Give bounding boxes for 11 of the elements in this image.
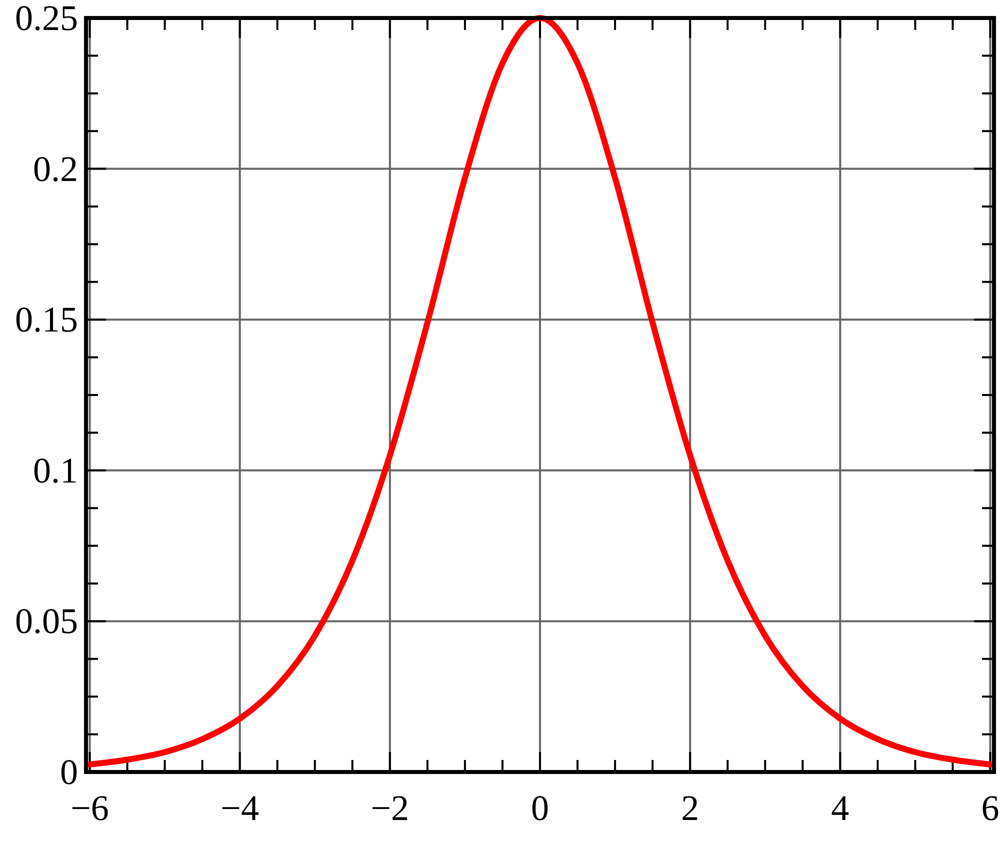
y-tick-label: 0.2	[33, 148, 78, 189]
y-tick-label: 0.15	[15, 300, 78, 340]
x-tick-label: −2	[370, 788, 410, 828]
y-tick-label: 0.05	[15, 601, 78, 642]
x-tick-label: 4	[831, 788, 850, 828]
x-tick-label: 2	[681, 788, 700, 828]
x-tick-label: −4	[220, 788, 259, 828]
x-tick-label: 6	[981, 788, 1000, 828]
y-tick-label: 0.1	[33, 450, 78, 490]
x-tick-label: 0	[531, 788, 549, 828]
y-tick-label: 0.25	[15, 0, 78, 38]
